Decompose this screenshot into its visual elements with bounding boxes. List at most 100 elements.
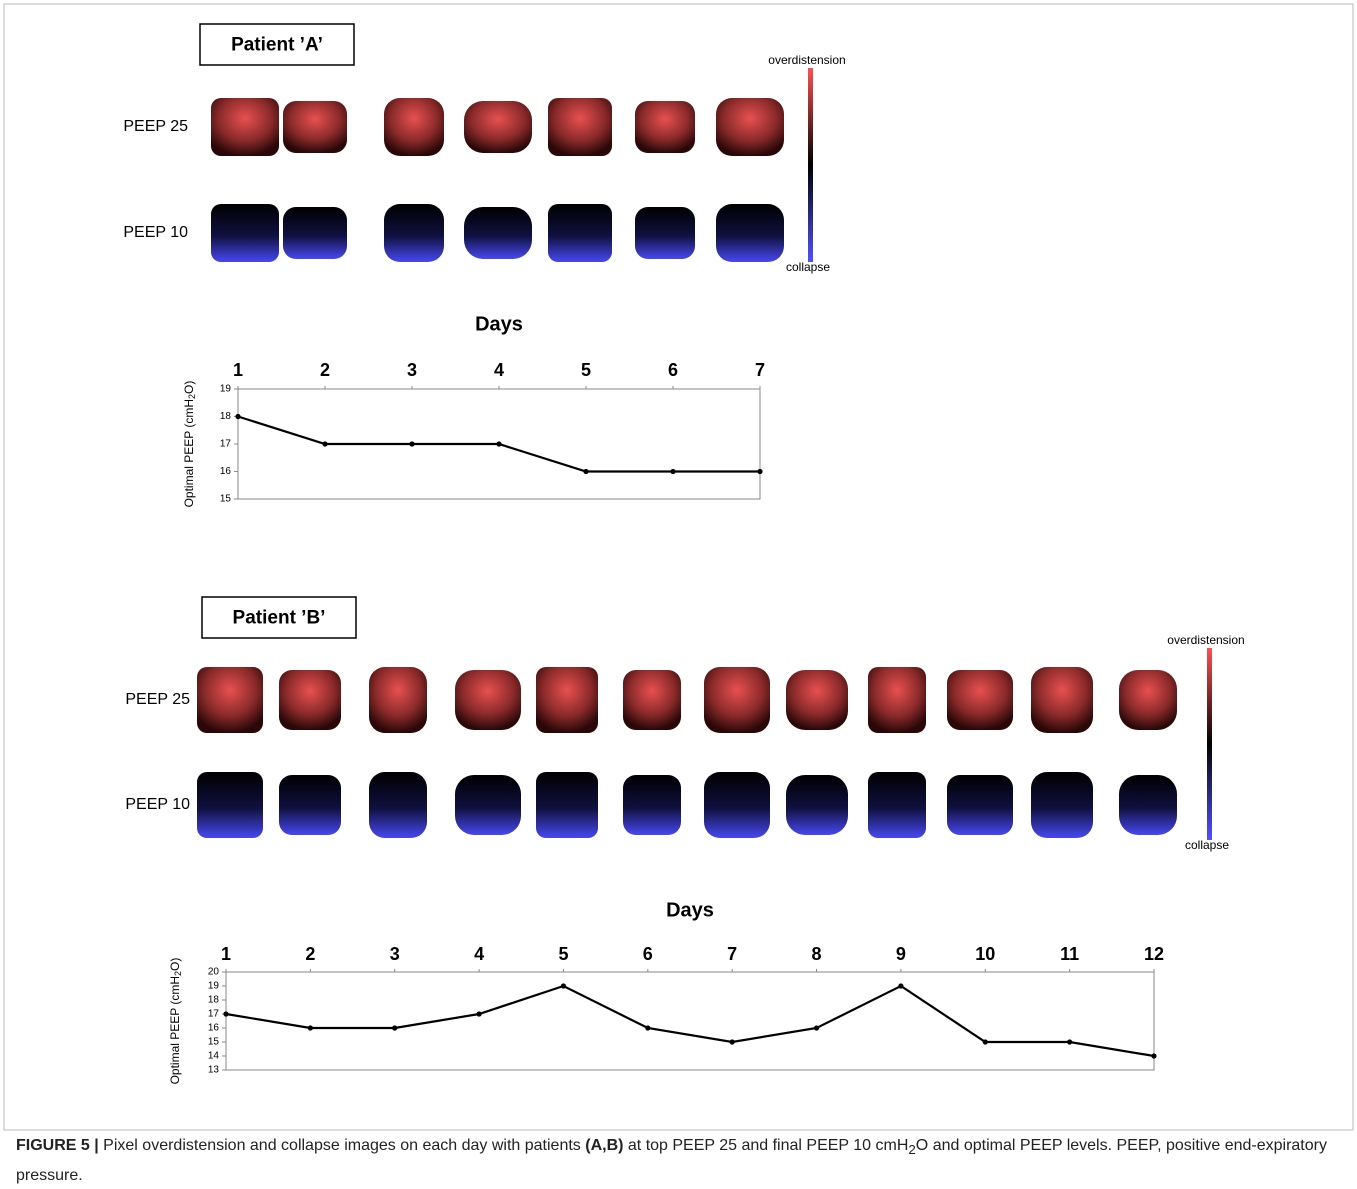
x-tick-label: 7 [755, 360, 765, 380]
scale-bottom: collapse [1185, 838, 1229, 852]
lung-image [947, 775, 1013, 835]
point [1067, 1039, 1072, 1044]
scale-top: overdistension [768, 53, 845, 67]
lung-image [548, 98, 612, 156]
point [308, 1025, 313, 1030]
point [645, 1025, 650, 1030]
point [561, 983, 566, 988]
y-axis-title: Optimal PEEP (cmH2O) [182, 381, 197, 508]
caption-bold: (A,B) [585, 1137, 623, 1154]
y-tick-label: 18 [220, 411, 232, 422]
x-tick-label: 6 [643, 944, 653, 964]
x-tick-label: 10 [975, 944, 995, 964]
lung-image [947, 670, 1013, 730]
x-tick-label: 3 [390, 944, 400, 964]
y-tick-label: 16 [208, 1023, 220, 1034]
y-tick-label: 16 [220, 466, 232, 477]
caption: FIGURE 5 | Pixel overdistension and coll… [16, 1133, 1336, 1189]
lung-image [369, 667, 427, 733]
y-axis-title: Optimal PEEP (cmH2O) [168, 958, 183, 1085]
lung-image [279, 775, 341, 835]
y-tick-label: 17 [208, 1009, 220, 1020]
lung-image [868, 772, 926, 838]
caption-text: at top PEEP 25 and final PEEP 10 cmH [623, 1137, 908, 1154]
y-tick-label: 19 [208, 981, 220, 992]
caption-text: Pixel overdistension and collapse images… [99, 1137, 586, 1154]
point [670, 469, 675, 474]
y-tick-label: 13 [208, 1065, 220, 1076]
lung-image [623, 670, 681, 730]
x-tick-label: 1 [233, 360, 243, 380]
lung-image [704, 772, 770, 838]
lung-image [635, 101, 695, 153]
panel-title: Patient ’B’ [233, 608, 326, 629]
color-scale [1207, 648, 1212, 840]
point [730, 1039, 735, 1044]
lung-image [283, 101, 347, 153]
lung-image [211, 98, 279, 156]
y-tick-label: 14 [208, 1051, 220, 1062]
x-tick-label: 6 [668, 360, 678, 380]
x-tick-label: 7 [727, 944, 737, 964]
y-axis-title-part: O) [182, 381, 196, 394]
y-tick-label: 20 [208, 967, 220, 978]
y-tick-label: 19 [220, 384, 232, 395]
lung-image [548, 204, 612, 262]
lung-image [635, 207, 695, 259]
point [983, 1039, 988, 1044]
point [322, 441, 327, 446]
y-tick-label: 18 [208, 995, 220, 1006]
lung-image [464, 101, 532, 153]
x-tick-label: 4 [474, 944, 484, 964]
plot-area [226, 972, 1154, 1070]
lung-image [369, 772, 427, 838]
x-axis-title: Days [666, 899, 714, 921]
row-label: PEEP 25 [125, 691, 190, 708]
lung-image [536, 667, 598, 733]
point [392, 1025, 397, 1030]
point [235, 414, 240, 419]
x-tick-label: 2 [305, 944, 315, 964]
lung-image [464, 207, 532, 259]
line [226, 986, 1154, 1056]
row-label: PEEP 10 [125, 796, 190, 813]
point [583, 469, 588, 474]
lung-image [536, 772, 598, 838]
point [814, 1025, 819, 1030]
point [476, 1011, 481, 1016]
y-tick-label: 15 [208, 1037, 220, 1048]
y-axis-title-part: Optimal PEEP (cmH [182, 399, 196, 507]
lung-image [716, 204, 784, 262]
x-tick-label: 9 [896, 944, 906, 964]
figure: Patient ’A’PEEP 25PEEP 10overdistensionc… [0, 0, 1357, 1186]
lung-image [211, 204, 279, 262]
row-label: PEEP 25 [123, 118, 188, 135]
point [898, 983, 903, 988]
x-tick-label: 11 [1060, 944, 1079, 964]
y-tick-label: 17 [220, 439, 232, 450]
y-axis-title-part: O) [168, 958, 182, 971]
x-tick-label: 5 [558, 944, 568, 964]
lung-image [384, 204, 444, 262]
lung-image [704, 667, 770, 733]
lung-image [1119, 670, 1177, 730]
color-scale [808, 68, 813, 262]
x-tick-label: 4 [494, 360, 504, 380]
lung-image [197, 667, 263, 733]
lung-image [868, 667, 926, 733]
scale-bottom: collapse [786, 260, 830, 274]
lung-image [1031, 667, 1093, 733]
x-axis-title: Days [475, 313, 523, 335]
y-axis-title-part: Optimal PEEP (cmH [168, 976, 182, 1084]
lung-image [283, 207, 347, 259]
lung-image [623, 775, 681, 835]
point [1151, 1053, 1156, 1058]
x-tick-label: 5 [581, 360, 591, 380]
lung-image [786, 670, 848, 730]
caption-label: FIGURE 5 | [16, 1137, 99, 1154]
lung-image [384, 98, 444, 156]
x-tick-label: 8 [812, 944, 822, 964]
x-tick-label: 1 [221, 944, 231, 964]
lung-image [197, 772, 263, 838]
lung-image [786, 775, 848, 835]
